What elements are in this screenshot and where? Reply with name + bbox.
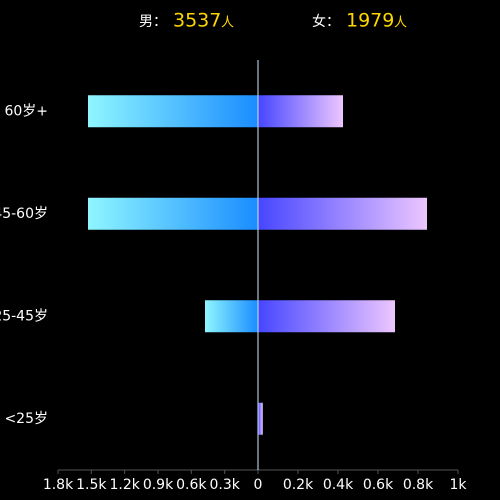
bar <box>205 300 258 333</box>
bar <box>88 95 258 128</box>
x-tick-label: 0.8k <box>403 477 434 493</box>
x-tick-label: 0.9k <box>143 477 174 493</box>
bar <box>258 95 343 128</box>
x-tick-label: 0.6k <box>176 477 207 493</box>
x-tick-label: 1.8k <box>43 477 74 493</box>
x-tick-label: 0 <box>254 477 263 493</box>
x-tick-label: 0.3k <box>209 477 240 493</box>
y-tick-label: 60岁+ <box>4 103 48 119</box>
bar <box>258 402 263 435</box>
y-tick-label: 25-45岁 <box>0 308 48 324</box>
x-tick-label: 1k <box>449 477 467 493</box>
x-tick-label: 1.5k <box>76 477 107 493</box>
bar <box>258 300 395 333</box>
left-total: 3537 <box>173 10 221 32</box>
x-tick-label: 0.6k <box>363 477 394 493</box>
right-label: 女： <box>312 13 340 30</box>
x-tick-label: 1.2k <box>109 477 140 493</box>
left-label: 男： <box>139 14 167 30</box>
bar <box>258 197 427 230</box>
right-total: 1979 <box>346 10 394 32</box>
y-tick-label: <25岁 <box>4 411 48 427</box>
x-tick-label: 0.2k <box>283 477 314 493</box>
unit: 人 <box>394 16 407 31</box>
y-tick-label: 45-60岁 <box>0 206 48 222</box>
bar <box>88 197 258 230</box>
unit: 人 <box>221 16 234 31</box>
x-tick-label: 0.4k <box>323 477 354 493</box>
